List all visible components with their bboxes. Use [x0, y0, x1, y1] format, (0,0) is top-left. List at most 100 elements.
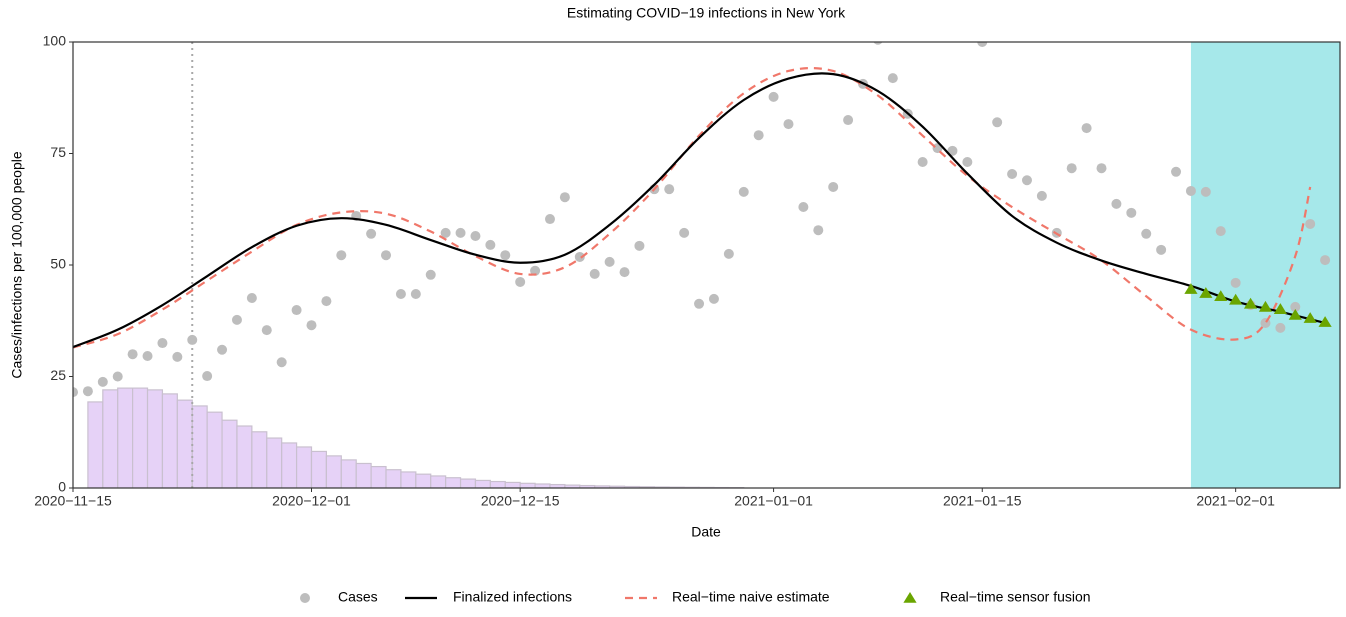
- case-point: [620, 267, 630, 277]
- case-point: [515, 277, 525, 287]
- shade-region: [1191, 42, 1340, 488]
- histogram-bar: [237, 426, 252, 488]
- case-point: [605, 257, 615, 267]
- case-point: [1126, 208, 1136, 218]
- case-point: [798, 202, 808, 212]
- y-tick-label: 25: [50, 367, 66, 383]
- histogram-bar: [535, 484, 550, 488]
- case-point: [172, 352, 182, 362]
- x-tick-label: 2020−11−15: [34, 493, 112, 509]
- case-point: [783, 119, 793, 129]
- histogram-bar: [311, 451, 326, 488]
- case-point: [560, 192, 570, 202]
- case-point: [456, 228, 466, 238]
- case-point: [1022, 175, 1032, 185]
- case-point: [1320, 255, 1330, 265]
- y-tick-label: 50: [50, 256, 66, 272]
- case-point: [545, 214, 555, 224]
- case-point: [262, 325, 272, 335]
- legend-label: Real−time sensor fusion: [940, 589, 1091, 605]
- case-point: [769, 92, 779, 102]
- case-point: [888, 73, 898, 83]
- case-point: [1305, 219, 1315, 229]
- case-point: [470, 231, 480, 241]
- histogram-bar: [148, 390, 163, 488]
- case-point: [336, 250, 346, 260]
- case-point: [1082, 123, 1092, 133]
- case-point: [694, 299, 704, 309]
- case-point: [992, 117, 1002, 127]
- legend-swatch: [903, 592, 916, 603]
- case-point: [396, 289, 406, 299]
- case-point: [754, 130, 764, 140]
- case-point: [411, 289, 421, 299]
- histogram-bar: [162, 394, 177, 488]
- case-point: [709, 294, 719, 304]
- case-point: [381, 250, 391, 260]
- case-point: [1231, 278, 1241, 288]
- x-tick-label: 2020−12−01: [272, 493, 351, 509]
- histogram-bar: [88, 402, 103, 488]
- histogram-bar: [341, 460, 356, 488]
- y-tick-label: 75: [50, 144, 66, 160]
- histogram-bar: [207, 412, 222, 488]
- histogram-bar: [282, 443, 297, 488]
- histogram-bar: [371, 467, 386, 488]
- case-point: [1141, 229, 1151, 239]
- histogram-bar: [103, 390, 118, 488]
- x-tick-label: 2021−02−01: [1196, 493, 1275, 509]
- case-point: [485, 240, 495, 250]
- histogram-bar: [192, 406, 207, 488]
- case-point: [202, 371, 212, 381]
- case-point: [217, 345, 227, 355]
- case-point: [739, 187, 749, 197]
- case-point: [813, 225, 823, 235]
- histogram-bar: [252, 432, 267, 488]
- case-point: [873, 35, 883, 45]
- case-point: [1007, 169, 1017, 179]
- case-point: [1097, 163, 1107, 173]
- y-tick-label: 100: [43, 33, 67, 49]
- case-point: [500, 250, 510, 260]
- y-axis-label: Cases/infections per 100,000 people: [9, 151, 25, 378]
- histogram-bar: [118, 388, 133, 488]
- x-axis-label: Date: [691, 524, 721, 540]
- case-point: [1186, 186, 1196, 196]
- case-point: [321, 296, 331, 306]
- series-line: [73, 68, 1310, 347]
- histogram-bar: [520, 483, 535, 488]
- case-point: [113, 372, 123, 382]
- case-point: [128, 349, 138, 359]
- histogram-bar: [475, 480, 490, 488]
- chart-title: Estimating COVID−19 infections in New Yo…: [567, 5, 846, 21]
- histogram-bar: [326, 456, 341, 488]
- case-point: [1171, 167, 1181, 177]
- histogram-bar: [401, 472, 416, 488]
- histogram-bar: [222, 420, 237, 488]
- histogram-bar: [446, 478, 461, 488]
- case-point: [143, 351, 153, 361]
- case-point: [98, 377, 108, 387]
- histogram-bar: [505, 482, 520, 488]
- case-point: [962, 157, 972, 167]
- histogram-bar: [133, 388, 148, 488]
- case-point: [83, 386, 93, 396]
- case-point: [426, 270, 436, 280]
- case-point: [1111, 199, 1121, 209]
- legend-swatch: [300, 593, 310, 603]
- plot-frame: [73, 42, 1340, 488]
- case-point: [634, 241, 644, 251]
- case-point: [366, 229, 376, 239]
- histogram-bar: [297, 447, 312, 488]
- histogram-bar: [490, 482, 505, 488]
- case-point: [724, 249, 734, 259]
- case-point: [918, 157, 928, 167]
- case-point: [187, 335, 197, 345]
- plot-area: [68, 35, 1340, 488]
- histogram-bar: [416, 474, 431, 488]
- case-point: [1156, 245, 1166, 255]
- case-point: [1037, 191, 1047, 201]
- histogram-bar: [267, 438, 282, 488]
- histogram-bar: [177, 400, 192, 488]
